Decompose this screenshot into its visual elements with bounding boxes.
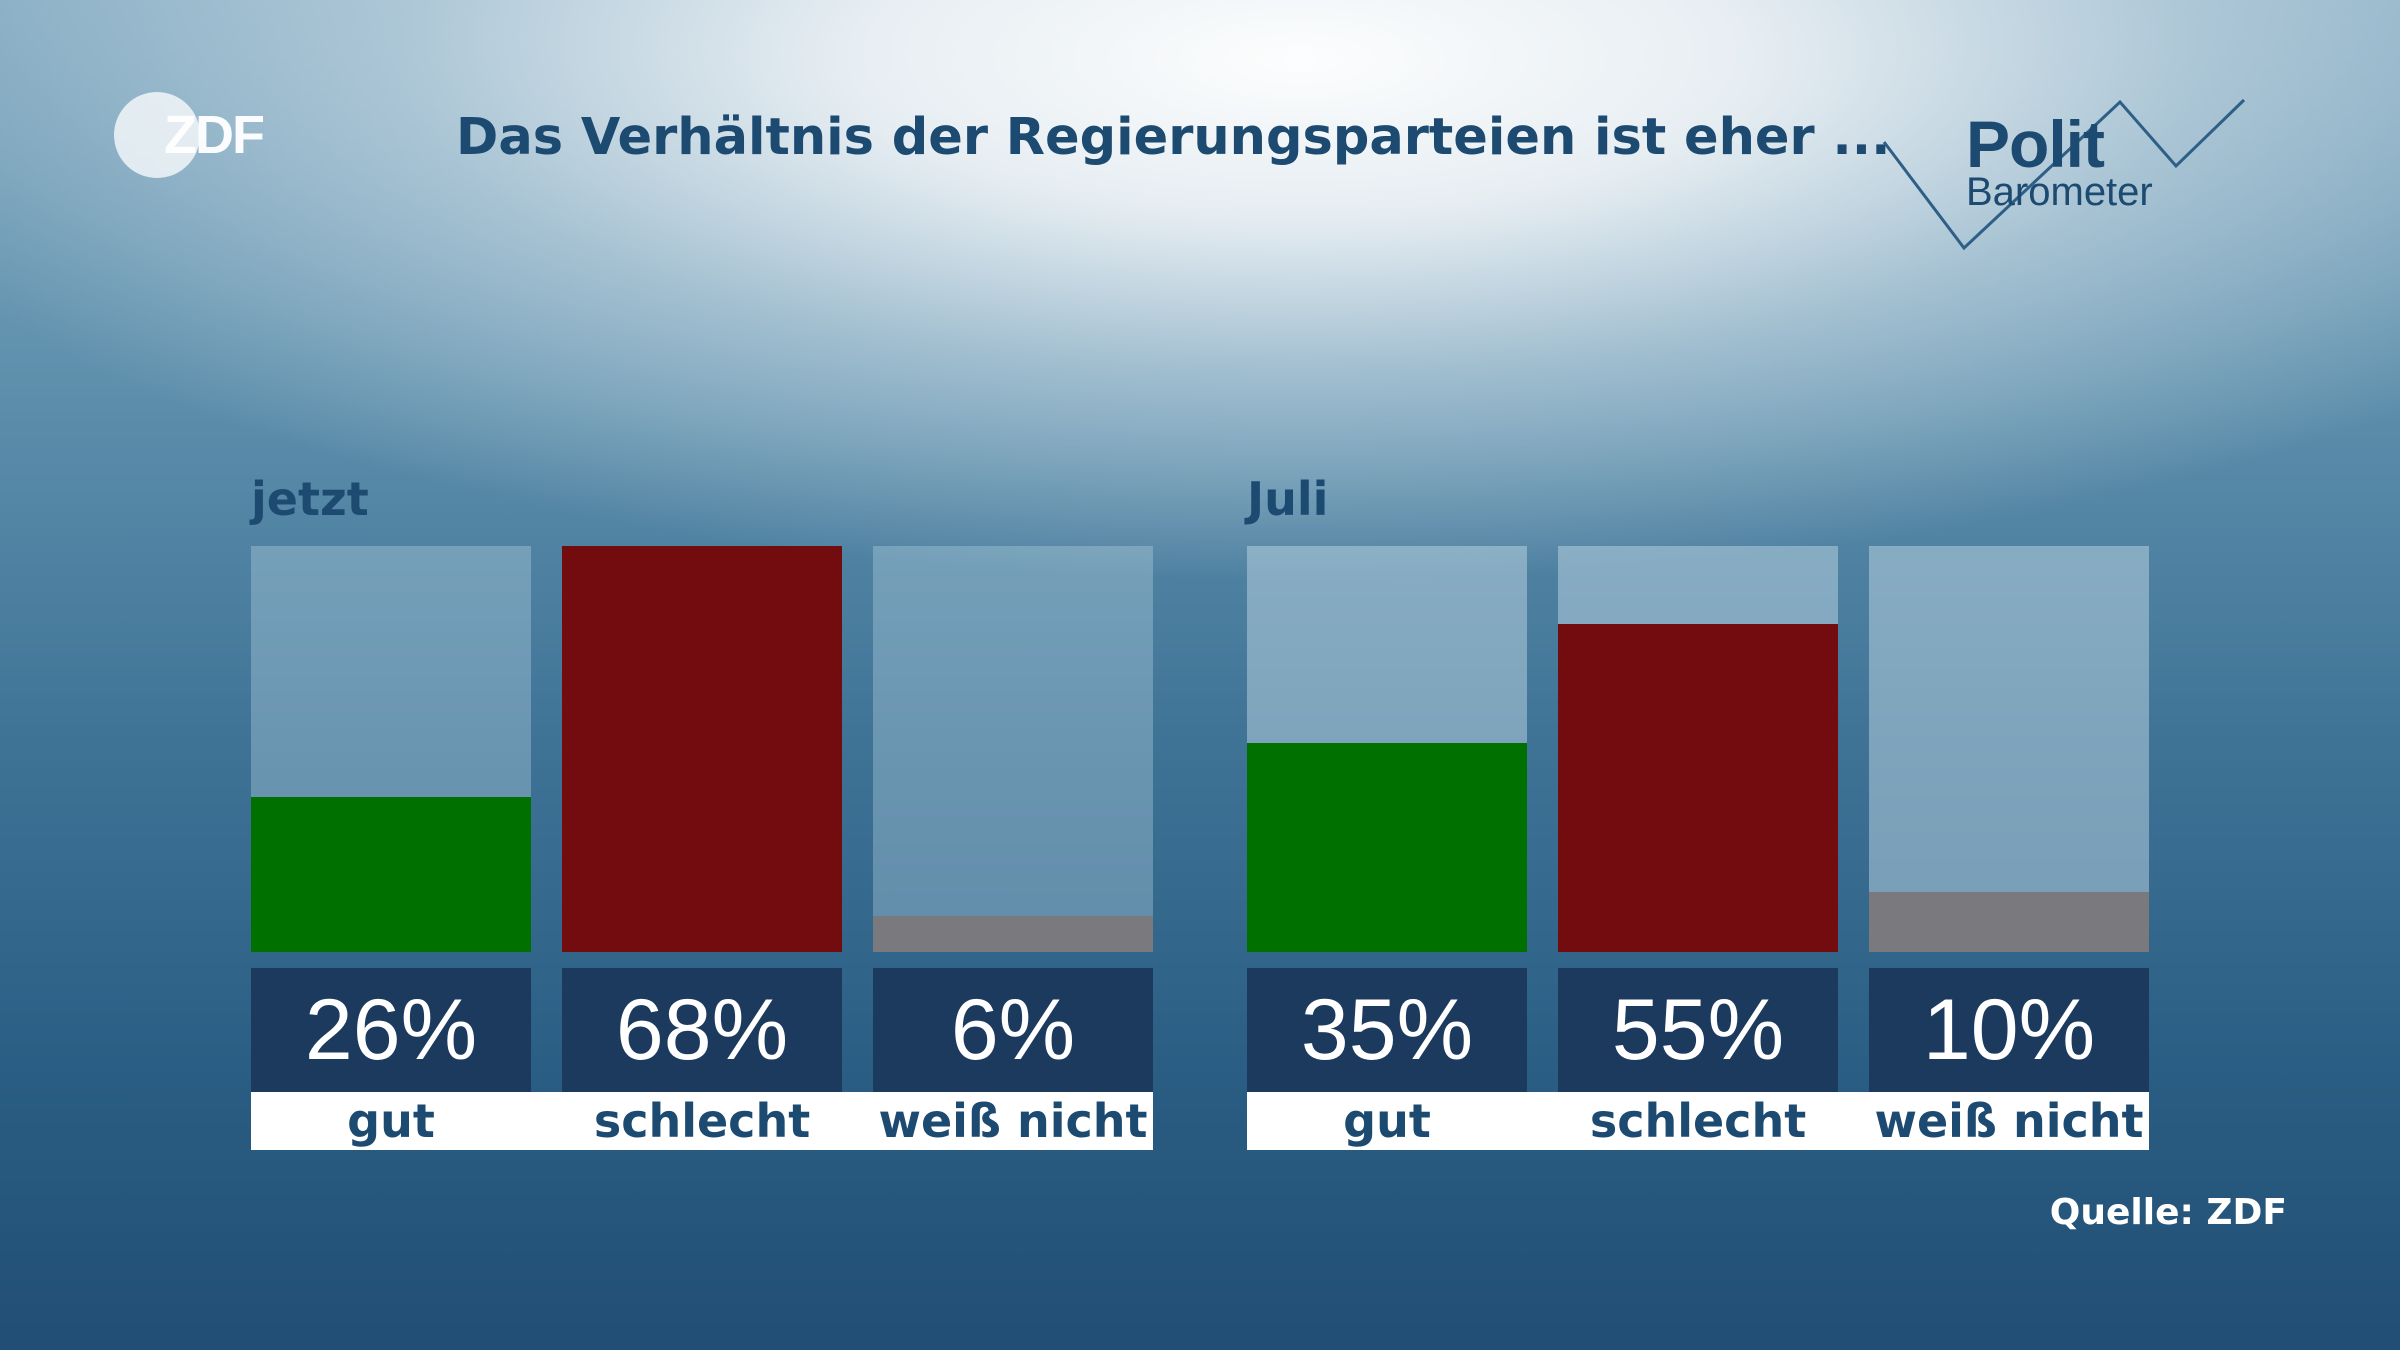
category-label-jetzt-weiss-nicht: weiß nicht <box>878 1094 1148 1148</box>
category-label-jetzt-gut: gut <box>347 1094 435 1148</box>
bar-jetzt-weiss-nicht <box>873 916 1153 952</box>
bar-track-juli-schlecht <box>1558 546 1838 952</box>
value-label-jetzt-schlecht: 68% <box>562 968 842 1092</box>
bar-juli-gut <box>1247 743 1527 952</box>
category-strip-jetzt <box>251 1092 1153 1150</box>
bar-track-jetzt-gut <box>251 546 531 952</box>
politbarometer-logo: Polit Barometer <box>1878 96 2248 256</box>
chart-title: Das Verhältnis der Regierungsparteien is… <box>456 108 1891 167</box>
trend-line-icon <box>1882 98 2246 251</box>
value-label-jetzt-gut: 26% <box>251 968 531 1092</box>
category-label-jetzt-schlecht: schlecht <box>593 1094 811 1148</box>
value-label-juli-weiss-nicht: 10% <box>1869 968 2149 1092</box>
value-label-juli-gut: 35% <box>1247 968 1527 1092</box>
bar-juli-schlecht <box>1558 624 1838 952</box>
category-strip-juli <box>1247 1092 2149 1150</box>
source-note: Quelle: ZDF <box>2049 1192 2287 1233</box>
category-label-juli-schlecht: schlecht <box>1589 1094 1807 1148</box>
brand-polit: Polit <box>1966 107 2105 181</box>
bar-juli-weiss-nicht <box>1869 892 2149 952</box>
group-label-juli: Juli <box>1247 472 1329 526</box>
category-label-juli-gut: gut <box>1343 1094 1431 1148</box>
bar-track-jetzt-weiss-nicht <box>873 546 1153 952</box>
bar-track-jetzt-schlecht <box>562 546 842 952</box>
zdf-logo-circle <box>114 92 200 178</box>
zdf-logo-text: ZDF <box>164 105 265 165</box>
bar-track-juli-gut <box>1247 546 1527 952</box>
value-label-juli-schlecht: 55% <box>1558 968 1838 1092</box>
value-label-jetzt-weiss-nicht: 6% <box>873 968 1153 1092</box>
bar-jetzt-gut <box>251 797 531 952</box>
category-label-juli-weiss-nicht: weiß nicht <box>1874 1094 2144 1148</box>
brand-barometer: Barometer <box>1966 170 2153 214</box>
bar-jetzt-schlecht <box>562 546 842 952</box>
group-label-jetzt: jetzt <box>251 472 369 526</box>
bar-track-juli-weiss-nicht <box>1869 546 2149 952</box>
zdf-logo: ZDF <box>112 90 272 180</box>
